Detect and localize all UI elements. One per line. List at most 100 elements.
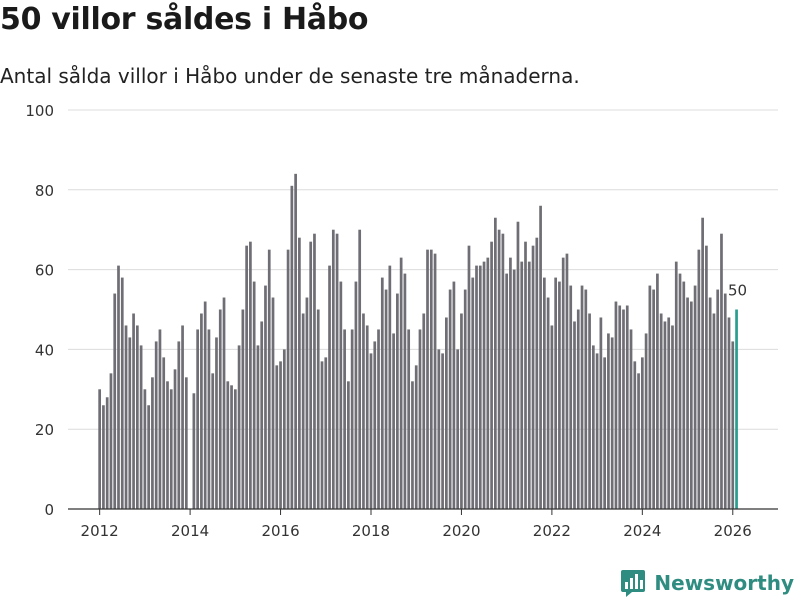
bar [614,301,618,509]
bar [215,337,218,509]
bar [497,229,501,509]
bar [618,305,622,509]
bar [294,173,297,509]
bar [584,289,588,509]
bar [554,277,558,509]
bar [565,253,569,509]
bar [328,265,331,509]
bar [448,289,452,509]
bar [139,345,143,509]
bar [723,293,727,509]
bar [486,257,490,509]
bar [494,217,497,510]
y-tick-label: 100 [25,102,54,120]
bar [705,245,708,509]
bar [411,381,414,509]
x-axis-ticks: 2012 2014 2016 2018 2020 2022 2024 2026 [81,509,752,540]
bar [169,389,173,509]
bar [652,289,655,509]
bar [298,237,301,509]
bar [524,241,527,510]
bars [98,173,738,510]
bar [200,313,203,509]
bar [331,229,335,509]
y-tick-label: 60 [35,262,54,280]
bar [373,341,377,509]
bar [478,265,482,509]
x-tick-label: 2014 [171,522,209,540]
bar [433,253,437,509]
bar [230,385,233,509]
bar [207,329,211,509]
bar [667,317,671,509]
bar [426,249,429,509]
bar [324,357,328,509]
bar [591,345,595,509]
bar [637,373,640,509]
bar [682,281,686,509]
bar [452,281,456,509]
bar [550,325,554,509]
bar [237,345,241,509]
bar [147,405,151,509]
bar [211,373,215,509]
bar [595,353,599,509]
bar [569,285,573,509]
bar [512,269,516,509]
bar [203,301,207,509]
bar [388,265,392,509]
y-tick-label: 20 [35,421,54,439]
bar [143,389,147,509]
bar [313,233,316,509]
bar [162,357,166,509]
x-tick-label: 2022 [533,522,571,540]
bar [117,265,120,509]
bar [535,237,539,509]
bar [716,289,720,509]
bar-highlight [735,309,738,509]
bar [249,241,252,510]
bar [467,245,471,509]
bar [380,277,384,509]
bar [403,273,407,509]
bar [531,245,535,509]
bar [252,281,256,509]
bar [573,321,576,509]
bar [625,305,629,509]
y-tick-label: 80 [35,182,54,200]
bar [132,313,135,509]
bar [561,257,565,509]
bar [282,349,286,509]
bar [407,329,411,509]
bar [196,329,199,509]
bar [105,397,109,509]
bar [267,249,271,509]
bar [264,285,267,509]
bar [509,257,512,509]
bar [177,341,181,509]
bar [697,249,701,509]
x-tick-label: 2020 [442,522,480,540]
bar [414,365,418,509]
bar [396,293,399,509]
bar [475,265,478,509]
bar [113,293,117,509]
bar [708,297,712,509]
chart-title: 50 villor såldes i Håbo [0,2,369,37]
bar [701,217,704,510]
bar [120,277,124,509]
highlight-value-label: 50 [728,282,747,300]
bar [154,341,158,509]
bar [482,261,486,509]
bar [656,273,659,509]
bar [350,329,354,509]
bar [135,325,139,509]
bar [671,325,674,509]
bar [588,313,591,509]
newsworthy-logo[interactable]: Newsworthy [620,568,794,598]
bar [316,309,320,509]
bar [610,337,614,509]
bar [576,309,580,509]
bar [233,389,237,509]
